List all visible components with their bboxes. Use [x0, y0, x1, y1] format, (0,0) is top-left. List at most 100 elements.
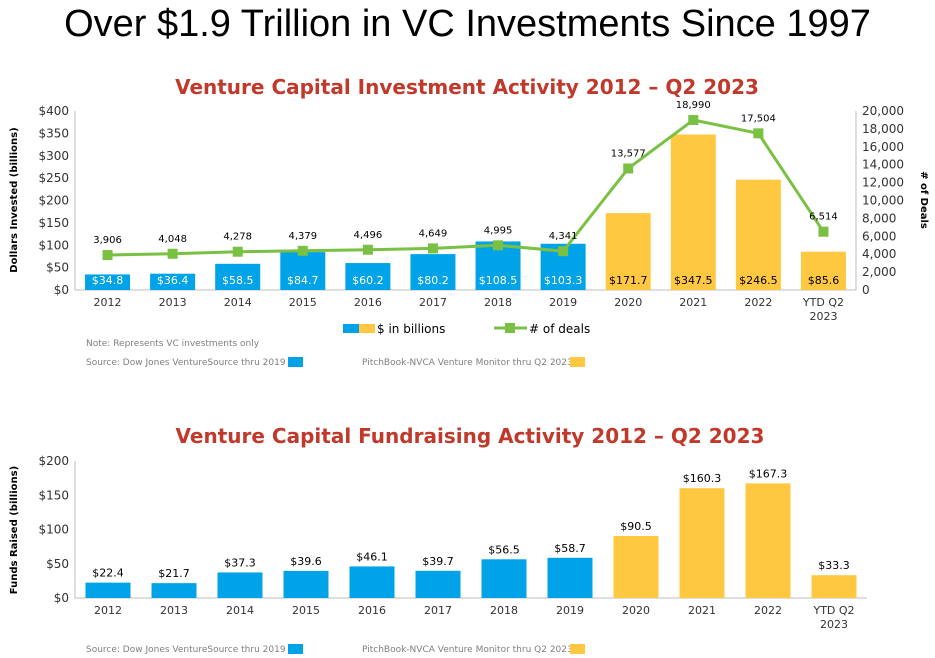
chart1-right-tick-label: 6,000 [862, 229, 896, 243]
chart1-bar [800, 251, 846, 290]
chart2-bar-label: $22.4 [92, 567, 124, 580]
chart1-right-tick-label: 18,000 [862, 122, 904, 136]
chart1-deals-point [102, 250, 113, 261]
chart2-source-2: PitchBook-NVCA Venture Monitor thru Q2 2… [362, 645, 573, 655]
chart2-left-tick-label: $0 [54, 591, 69, 605]
chart1-y-axis-label: Dollars Invested (billions) [9, 127, 20, 272]
chart2-x-tick-label: 2016 [358, 604, 386, 617]
chart1-x-tick-label: 2015 [289, 296, 317, 309]
chart1-source-1: Source: Dow Jones VentureSource thru 201… [86, 358, 286, 368]
chart1-deals-point [753, 128, 764, 139]
chart1-deals-label: 4,278 [223, 232, 252, 243]
chart1-deals-label: 3,906 [93, 235, 122, 246]
chart2-bar-label: $58.7 [554, 542, 586, 555]
chart1-deals-point [493, 240, 504, 251]
chart1-note: Note: Represents VC investments only [86, 339, 260, 349]
chart1-bar-label: $84.7 [287, 274, 319, 287]
chart2-x-tick-label: 2019 [556, 604, 584, 617]
chart2-bar-label: $39.6 [290, 555, 322, 568]
chart1-deals-point [558, 246, 569, 257]
chart1-source-2-swatch [570, 357, 585, 367]
chart2-left-tick-label: $100 [38, 523, 69, 537]
chart1-y2-axis-label: # of Deals [918, 171, 929, 229]
chart1-x-tick-label: 2017 [419, 296, 447, 309]
chart1-left-tick-label: $250 [38, 171, 69, 185]
chart1-deals-label: 4,649 [419, 228, 448, 239]
chart1-right-tick-label: 4,000 [862, 247, 896, 261]
chart2-bar-label: $37.3 [224, 556, 256, 569]
chart1-x-tick-label: 2019 [549, 296, 577, 309]
chart1-deals-point [427, 243, 438, 254]
chart1-right-tick-label: 10,000 [862, 194, 904, 208]
chart1-legend-swatch-blue [343, 324, 359, 333]
chart1-left-tick-label: $400 [38, 104, 69, 118]
chart1-bar-label: $171.7 [609, 274, 648, 287]
chart1-deals-label: 6,514 [809, 212, 838, 223]
chart1-right-tick-label: 0 [862, 283, 870, 297]
chart1-x-tick-label: 2021 [679, 296, 707, 309]
chart2-bar [811, 575, 857, 598]
slide-title: Over $1.9 Trillion in VC Investments Sin… [64, 3, 871, 45]
chart1-deals-point [362, 244, 373, 255]
chart1-deals-point [232, 246, 243, 257]
chart1-left-tick-label: $0 [54, 283, 69, 297]
chart1-deals-point [623, 163, 634, 174]
chart1-title: Venture Capital Investment Activity 2012… [175, 75, 759, 99]
chart2-x-tick-label: 2013 [160, 604, 188, 617]
chart2-bar [679, 488, 725, 598]
chart2-x-tick-label: 2014 [226, 604, 254, 617]
chart1-bar-label: $246.5 [739, 274, 778, 287]
chart1-bar [85, 274, 131, 290]
chart2-bar [217, 572, 263, 598]
chart1-left-tick-label: $350 [38, 126, 69, 140]
chart2-title: Venture Capital Fundraising Activity 201… [176, 424, 765, 448]
chart1-bar-label: $85.6 [808, 274, 840, 287]
chart1-deals-label: 4,379 [288, 231, 317, 242]
chart1-bar [735, 179, 781, 290]
chart1-legend-bars-label: $ in billions [377, 322, 445, 336]
chart2-bar-label: $90.5 [620, 520, 652, 533]
chart1-bar-label: $108.5 [479, 274, 518, 287]
chart2-bar-label: $33.3 [818, 559, 850, 572]
chart1-legend-marker [505, 323, 515, 333]
chart1-deals-label: 4,496 [354, 230, 383, 241]
chart2-x-tick-label: 2017 [424, 604, 452, 617]
chart1-deals-line [107, 118, 825, 257]
chart1-bar [150, 273, 196, 290]
chart2-bar [745, 483, 791, 598]
chart2-bar-label: $39.7 [422, 555, 454, 568]
chart1-bar [605, 213, 651, 290]
chart1-left-tick-label: $100 [38, 238, 69, 252]
chart1-right-tick-label: 2,000 [862, 265, 896, 279]
chart1-right-tick-label: 12,000 [862, 176, 904, 190]
chart1-right-tick-label: 14,000 [862, 158, 904, 172]
chart1-left-tick-label: $200 [38, 194, 69, 208]
chart1-legend-swatch-yellow [359, 324, 375, 333]
chart1-bar [345, 263, 391, 290]
chart1-left-tick-label: $300 [38, 149, 69, 163]
chart1-deals-label: 17,504 [741, 113, 776, 124]
chart2-source-2-swatch [570, 644, 585, 654]
chart1-deals-point [688, 115, 699, 126]
chart1-x-tick-label: 2014 [224, 296, 252, 309]
chart2-x-tick-label: 2018 [490, 604, 518, 617]
chart2-bar-label: $46.1 [356, 550, 388, 563]
chart1-bar [215, 263, 261, 290]
chart1-right-tick-label: 8,000 [862, 211, 896, 225]
chart2-left-tick-label: $50 [46, 557, 69, 571]
chart1-x-tick-label: 2020 [614, 296, 642, 309]
chart2-x-tick-label: 2015 [292, 604, 320, 617]
chart1-bar-label: $60.2 [352, 274, 384, 287]
chart2-bar [415, 570, 461, 598]
chart2-source-1-swatch [288, 644, 303, 654]
chart1-source-1-swatch [288, 357, 303, 367]
chart1-x-tick-label: YTD Q2 [802, 296, 844, 309]
chart2-bar [481, 559, 527, 598]
chart2-x-tick-label: 2020 [622, 604, 650, 617]
chart1-deals-label: 4,048 [158, 234, 187, 245]
chart1-deals-label: 18,990 [676, 100, 711, 111]
chart1-bar [280, 252, 326, 290]
chart2-bar [151, 583, 197, 598]
chart2-bar-label: $21.7 [158, 567, 190, 580]
chart2-y-axis-label: Funds Raised (billions) [9, 466, 20, 594]
